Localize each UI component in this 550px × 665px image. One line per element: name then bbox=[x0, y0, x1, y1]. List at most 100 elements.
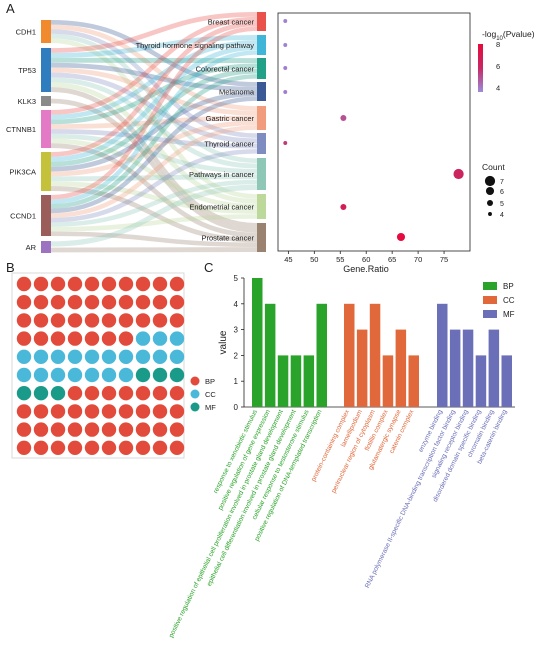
waffle-dot-bp bbox=[170, 404, 184, 418]
waffle-dot-bp bbox=[170, 313, 184, 327]
bar-legend-label-bp: BP bbox=[503, 282, 514, 291]
waffle-dot-bp bbox=[68, 313, 82, 327]
bar-legend-label-cc: CC bbox=[503, 296, 515, 305]
waffle-dot-bp bbox=[17, 441, 31, 455]
waffle-dot-bp bbox=[153, 295, 167, 309]
waffle-dot-bp bbox=[85, 295, 99, 309]
x-axis-label: Gene.Ratio bbox=[343, 264, 389, 274]
waffle-dot-bp bbox=[102, 295, 116, 309]
waffle-dot-bp bbox=[119, 404, 133, 418]
waffle-dot-bp bbox=[17, 404, 31, 418]
waffle-dot-bp bbox=[170, 295, 184, 309]
gene-node-pik3ca bbox=[41, 152, 51, 191]
waffle-dot-bp bbox=[68, 441, 82, 455]
pathway-node-thyroid-hormone-signaling-pathway bbox=[257, 35, 266, 55]
waffle-dot-bp bbox=[136, 386, 150, 400]
y-tick-label-1: 1 bbox=[234, 377, 239, 386]
pathway-node-melanoma bbox=[257, 82, 266, 101]
x-tick-label-45: 45 bbox=[284, 255, 292, 264]
waffle-dot-bp bbox=[102, 331, 116, 345]
color-legend-bar bbox=[478, 44, 483, 92]
waffle-dot-bp bbox=[119, 386, 133, 400]
bar-response-to-xenobiotic-stimulus bbox=[252, 278, 263, 407]
waffle-dot-bp bbox=[17, 277, 31, 291]
y-tick-label-3: 3 bbox=[234, 326, 239, 335]
waffle-dot-bp bbox=[102, 441, 116, 455]
waffle-dot-bp bbox=[119, 422, 133, 436]
waffle-dot-cc bbox=[51, 350, 65, 364]
waffle-dot-bp bbox=[119, 277, 133, 291]
gene-node-cdh1 bbox=[41, 20, 51, 43]
gene-node-ar bbox=[41, 241, 51, 253]
gene-node-ccnd1 bbox=[41, 195, 51, 236]
bar-rna-polymerase-ii-specific-dna-binding-transcription-factor-binding bbox=[450, 330, 461, 407]
y-axis-label: value bbox=[218, 330, 229, 354]
pathway-label-gastric-cancer: Gastric cancer bbox=[206, 114, 255, 123]
waffle-dot-cc bbox=[68, 350, 82, 364]
waffle-dot-mf bbox=[17, 386, 31, 400]
bar-positive-regulation-of-dna-templated-transcription bbox=[317, 304, 328, 407]
waffle-dot-bp bbox=[17, 422, 31, 436]
waffle-dot-bp bbox=[51, 422, 65, 436]
waffle-dot-mf bbox=[170, 368, 184, 382]
dot-colorectal-cancer bbox=[283, 66, 287, 70]
waffle-dot-bp bbox=[102, 404, 116, 418]
waffle-dot-bp bbox=[153, 313, 167, 327]
gene-label-ctnnb1: CTNNB1 bbox=[6, 125, 36, 134]
bar-catenin-complex bbox=[409, 355, 420, 407]
pathway-label-melanoma: Melanoma bbox=[219, 88, 255, 97]
waffle-dot-bp bbox=[119, 295, 133, 309]
waffle-legend-swatch-bp bbox=[191, 377, 200, 386]
bar-disordered-domain-specific-binding bbox=[476, 355, 487, 407]
gene-node-klk3 bbox=[41, 96, 51, 106]
bar-flotillin-complex bbox=[383, 355, 394, 407]
waffle-dot-cc bbox=[17, 350, 31, 364]
pathway-node-pathways-in-cancer bbox=[257, 158, 266, 190]
x-tick-label-50: 50 bbox=[310, 255, 318, 264]
size-legend-label-7: 7 bbox=[500, 179, 504, 186]
bar-legend-label-mf: MF bbox=[503, 310, 515, 319]
waffle-dot-bp bbox=[17, 295, 31, 309]
waffle-dot-bp bbox=[85, 331, 99, 345]
bar-epithelial-cell-differentiation-involved-in-prostate-gland-development bbox=[291, 355, 302, 407]
waffle-dot-bp bbox=[102, 422, 116, 436]
waffle-dot-bp bbox=[34, 404, 48, 418]
waffle-dot-cc bbox=[34, 350, 48, 364]
waffle-dot-bp bbox=[136, 441, 150, 455]
waffle-legend-swatch-cc bbox=[191, 390, 200, 399]
waffle-dot-mf bbox=[34, 386, 48, 400]
waffle-dot-cc bbox=[170, 350, 184, 364]
waffle-dot-cc bbox=[102, 350, 116, 364]
dot-pathways-in-cancer bbox=[453, 169, 463, 179]
waffle-legend-label-bp: BP bbox=[205, 377, 215, 386]
waffle-dot-bp bbox=[102, 277, 116, 291]
waffle-dot-bp bbox=[153, 441, 167, 455]
pathway-node-gastric-cancer bbox=[257, 106, 266, 130]
waffle-dot-cc bbox=[119, 350, 133, 364]
pathway-label-breast-cancer: Breast cancer bbox=[208, 18, 255, 27]
waffle-dot-bp bbox=[170, 386, 184, 400]
bar-legend-swatch-bp bbox=[483, 282, 497, 290]
x-tick-label-65: 65 bbox=[388, 255, 396, 264]
bar-protein-containing-complex bbox=[344, 304, 355, 407]
waffle-dot-bp bbox=[68, 386, 82, 400]
size-legend-dot-7 bbox=[485, 176, 495, 186]
waffle-dot-bp bbox=[17, 313, 31, 327]
bar-positive-regulation-of-epithelial-cell-proliferation-involved-in-prostate-gland-development bbox=[278, 355, 289, 407]
waffle-dot-bp bbox=[34, 441, 48, 455]
dot-melanoma bbox=[283, 90, 287, 94]
waffle-dot-bp bbox=[85, 313, 99, 327]
waffle-dot-cc bbox=[170, 331, 184, 345]
waffle-dot-bp bbox=[34, 331, 48, 345]
waffle-dot-bp bbox=[102, 313, 116, 327]
waffle-dot-bp bbox=[68, 277, 82, 291]
y-tick-label-5: 5 bbox=[234, 274, 239, 283]
waffle-dot-bp bbox=[119, 331, 133, 345]
color-legend-tick-6: 6 bbox=[496, 62, 500, 71]
dot-gastric-cancer bbox=[340, 115, 346, 121]
pathway-node-prostate-cancer bbox=[257, 223, 266, 252]
waffle-dot-bp bbox=[51, 295, 65, 309]
waffle-dot-bp bbox=[51, 404, 65, 418]
